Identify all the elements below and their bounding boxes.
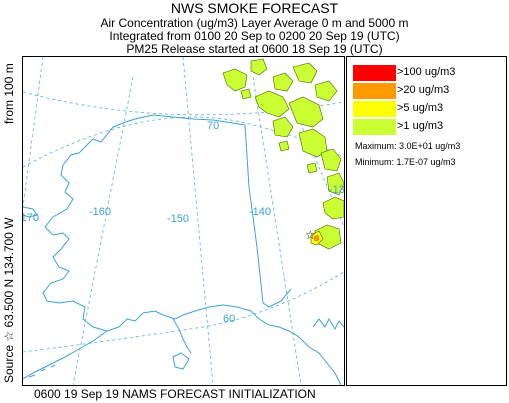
legend-minimum: Minimum: 1.7E-07 ug/m3 [355, 157, 456, 167]
legend-label-100: >100 ug/m3 [397, 66, 456, 78]
smoke-patch [250, 58, 268, 76]
source-marker: ☆ [305, 228, 316, 242]
height-label: from 100 m [2, 63, 16, 124]
lon-line-170 [23, 57, 44, 208]
smoke-patch [288, 96, 324, 128]
legend-label-20: >20 ug/m3 [397, 84, 450, 96]
map-canvas: -170 -160 -150 -140 -130 70 60 ☆ [23, 57, 344, 385]
legend-label-1: >1 ug/m3 [397, 120, 444, 132]
alaska-peninsula [23, 330, 108, 380]
aleutian-islands [28, 364, 56, 378]
lon-label: -170 [23, 212, 39, 224]
smoke-patch [306, 162, 318, 174]
lon-line-160 [72, 76, 134, 385]
smoke-patch [322, 196, 344, 220]
lat-line-60 [23, 271, 344, 353]
alaska-coast-north [62, 114, 246, 166]
kodiak-island [172, 352, 190, 370]
st-lawrence-island [23, 206, 38, 218]
integration-period: Integrated from 0100 20 Sep to 0200 20 S… [109, 29, 400, 43]
legend-swatch-100 [353, 65, 396, 81]
smoke-plume [222, 58, 344, 250]
forecast-caption: 0600 19 Sep 19 NAMS FORECAST INITIALIZAT… [34, 387, 316, 401]
alaska-coast-south [106, 304, 342, 385]
lon-label: -130 [329, 184, 344, 196]
concentration-subtitle: Air Concentration (ug/m3) Layer Average … [100, 16, 409, 30]
legend-label-5: >5 ug/m3 [397, 102, 444, 114]
lat-label: 70 [207, 120, 219, 132]
lon-label: -150 [167, 213, 189, 225]
lat-line-70 [23, 116, 344, 168]
smoke-patch [278, 140, 290, 152]
smoke-patch [314, 80, 338, 102]
legend-swatch-5 [353, 101, 396, 117]
legend-panel: >100 ug/m3 >20 ug/m3 >5 ug/m3 >1 ug/m3 M… [346, 56, 507, 386]
cook-inlet [172, 318, 192, 354]
smoke-map: -170 -160 -150 -140 -130 70 60 ☆ [22, 56, 345, 386]
lon-label: -140 [249, 206, 271, 218]
border-line [244, 124, 292, 308]
legend-swatch-20 [353, 83, 396, 99]
map-title: NWS SMOKE FORECAST [170, 0, 339, 16]
smoke-patch [240, 88, 252, 100]
smoke-patch [222, 68, 248, 92]
coastline [23, 114, 344, 385]
smoke-patch [272, 72, 294, 92]
smoke-patch [254, 90, 290, 118]
smoke-patch [326, 172, 344, 196]
source-location-label: Source ☆ 63.500 N 134.700 W [2, 217, 16, 383]
smoke-patch [320, 148, 342, 172]
legend-maximum: Maximum: 3.0E+01 ug/m3 [355, 141, 461, 151]
lon-line-150 [182, 57, 214, 385]
alaska-coast-west [42, 164, 108, 332]
legend-swatch-1 [353, 119, 396, 135]
smoke-patch [272, 116, 294, 138]
smoke-patch [292, 62, 318, 84]
smoke-patch-max [313, 234, 320, 242]
lat-label: 60 [223, 313, 235, 325]
release-start: PM25 Release started at 0600 18 Sep 19 (… [126, 42, 383, 56]
smoke-core [310, 230, 324, 246]
southeast-panhandle [312, 317, 344, 331]
lon-label: -160 [89, 206, 111, 218]
